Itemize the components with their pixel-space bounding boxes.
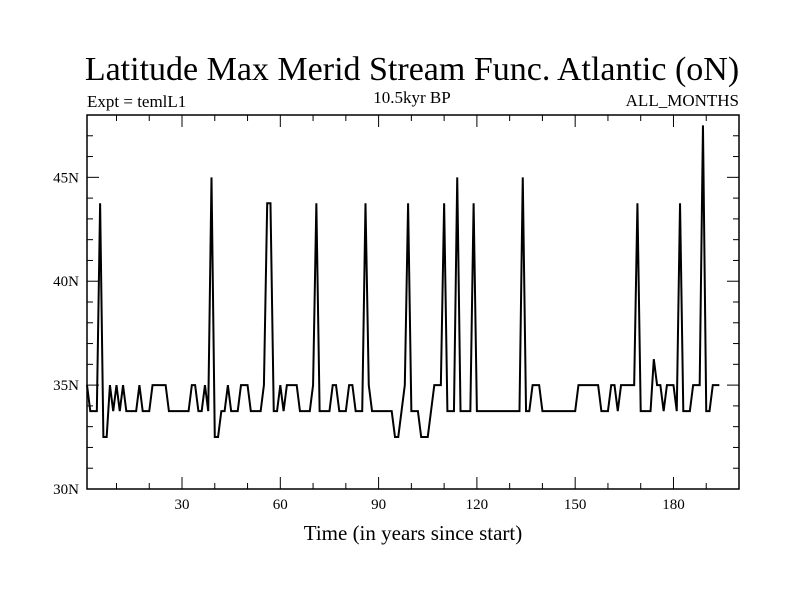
series-line (86, 125, 720, 439)
x-tick-label: 120 (466, 497, 489, 513)
x-tick-label: 60 (273, 497, 288, 513)
chart-title: Latitude Max Merid Stream Func. Atlantic… (85, 51, 739, 88)
x-tick-label: 30 (175, 497, 190, 513)
axis-tick-labels: 30 60 90 120 150 180 30N 35N 40N 45N (53, 170, 685, 513)
y-tick-label: 40N (53, 274, 79, 290)
y-tick-label: 30N (53, 482, 79, 498)
plot-frame (86, 114, 740, 490)
x-tick-label: 90 (371, 497, 386, 513)
chart-subtitle-left: Expt = temlL1 (87, 92, 186, 111)
y-tick-label: 35N (53, 378, 79, 394)
chart-subtitle-right: ALL_MONTHS (626, 91, 739, 110)
x-axis-label: Time (in years since start) (304, 521, 523, 545)
axis-ticks (87, 114, 739, 490)
chart-subtitle-center: 10.5kyr BP (373, 88, 450, 107)
x-tick-label: 180 (662, 497, 685, 513)
x-tick-label: 150 (564, 497, 587, 513)
y-tick-label: 45N (53, 170, 79, 186)
